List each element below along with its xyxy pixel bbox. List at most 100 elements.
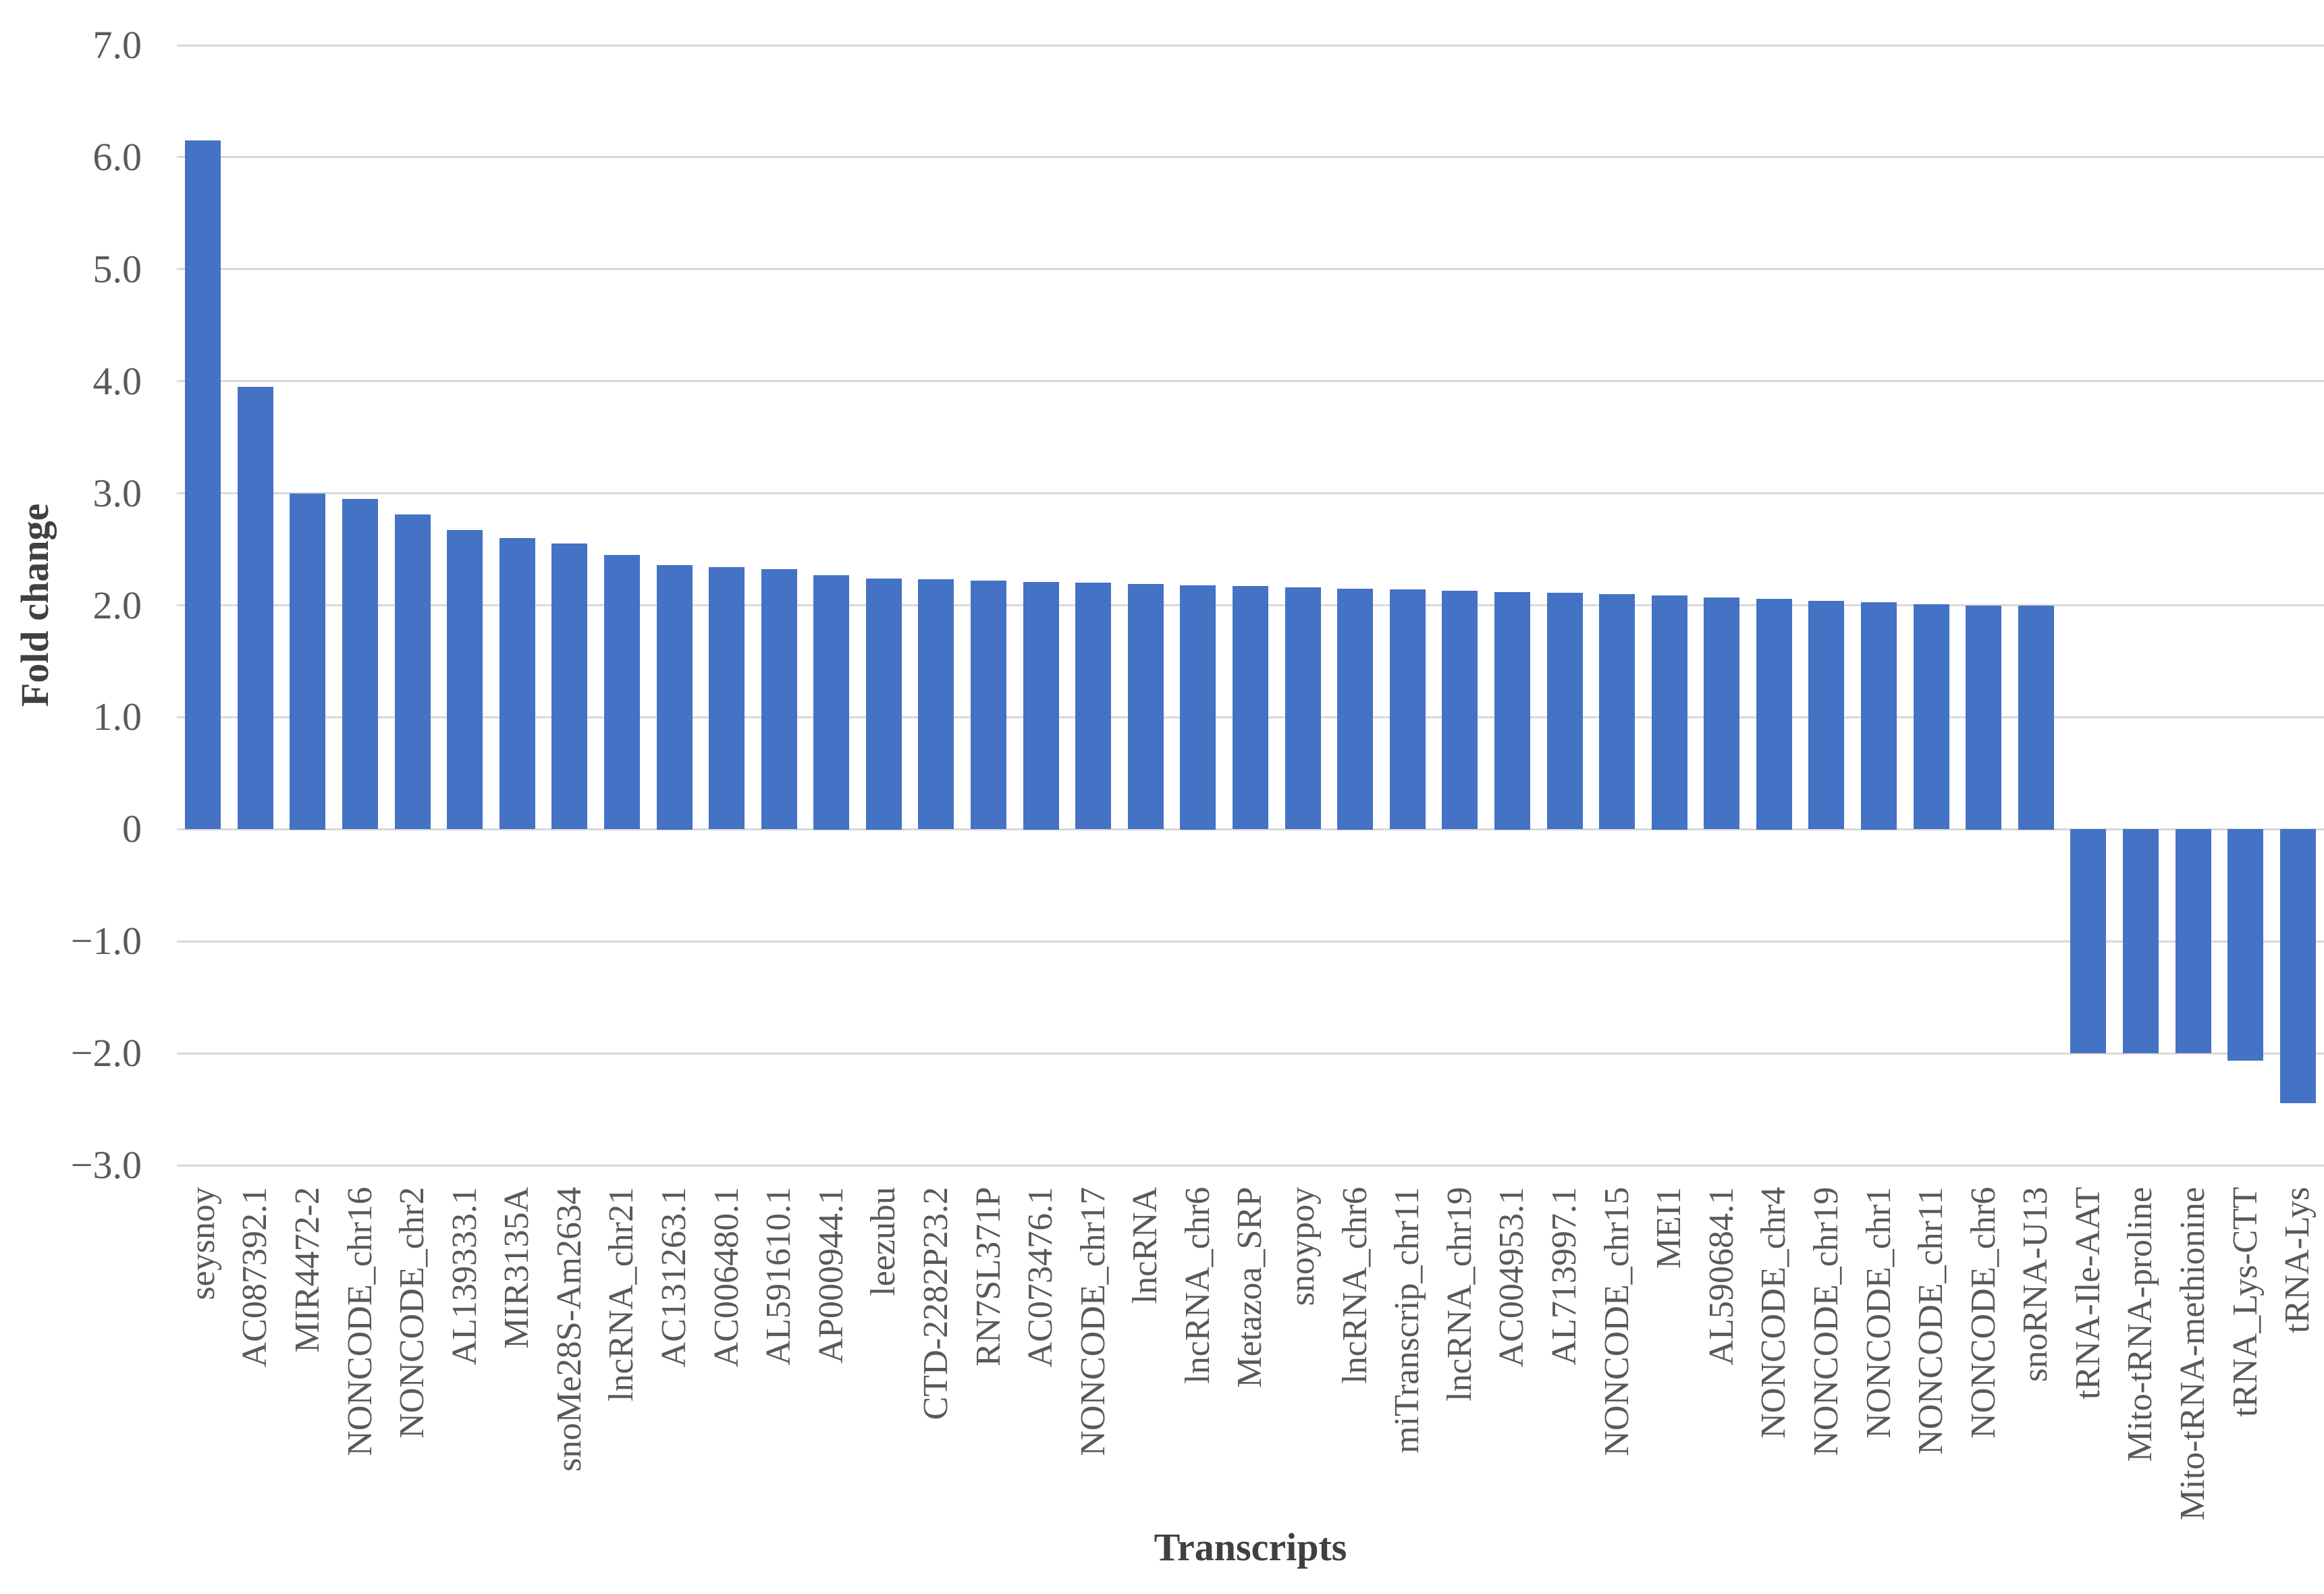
y-tick-label: 2.0 xyxy=(92,583,142,627)
x-category-label: NONCODE_chr17 xyxy=(1074,1187,1112,1456)
bar-lncRNA_chr6 xyxy=(1180,585,1216,830)
y-tick-label: 0 xyxy=(122,807,142,851)
x-category-label: MIR3135A xyxy=(497,1187,536,1349)
x-category-label: MIR4472-2 xyxy=(288,1187,327,1353)
bar-AC006480.1 xyxy=(709,567,745,829)
bar-Metazoa_SRP xyxy=(1233,586,1268,829)
x-category-label: NONCODE_chr15 xyxy=(1598,1187,1636,1456)
x-category-label: AC073476.1 xyxy=(1021,1187,1060,1368)
bar-NONCODE_chr19 xyxy=(1808,601,1844,829)
bar-snoypoy xyxy=(1285,587,1321,829)
y-tick-label: 3.0 xyxy=(92,471,142,515)
bar-NONCODE_chr17 xyxy=(1075,583,1111,829)
x-category-label: lncRNA xyxy=(1126,1187,1164,1304)
bar-snoRNA-U13 xyxy=(2018,606,2054,830)
gridline xyxy=(177,492,2324,494)
x-category-label: CTD-2282P23.2 xyxy=(917,1187,955,1420)
bar-snoMe28S-Am2634 xyxy=(551,543,587,829)
gridline xyxy=(177,156,2324,158)
bar-seysnoy xyxy=(185,140,221,829)
gridline xyxy=(177,268,2324,270)
bar-Mito-tRNA-methionine xyxy=(2176,829,2211,1053)
bar-NONCODE_chr2 xyxy=(395,514,431,829)
y-tick-label: 7.0 xyxy=(92,23,142,67)
y-tick-label: −1.0 xyxy=(70,919,142,963)
x-category-label: leezubu xyxy=(864,1187,902,1296)
bar-leezubu xyxy=(866,579,902,830)
x-category-label: AL590684.1 xyxy=(1702,1187,1741,1366)
bar-AL591610.1 xyxy=(761,569,797,829)
bar-lncRNA_chr21 xyxy=(604,555,640,829)
x-category-label: AL713997.1 xyxy=(1545,1187,1584,1366)
bar-MIR3135A xyxy=(499,538,535,829)
bar-NONCODE_chr1 xyxy=(1861,602,1897,830)
y-tick-label: 6.0 xyxy=(92,135,142,179)
bar-AC073476.1 xyxy=(1023,582,1059,830)
bar-AP000944.1 xyxy=(813,575,849,830)
bar-Mito-tRNA-proline xyxy=(2123,829,2159,1053)
bar-NONCODE_chr11 xyxy=(1914,604,1949,829)
bar-CTD-2282P23.2 xyxy=(918,579,954,829)
x-axis-title: Transcripts xyxy=(1154,1525,1347,1569)
x-category-label: tRNA_Lys-CTT xyxy=(2226,1187,2265,1417)
bar-NONCODE_chr4 xyxy=(1756,599,1792,830)
x-category-label: NONCODE_chr2 xyxy=(393,1187,431,1439)
y-axis-title: Fold change xyxy=(13,503,57,708)
bar-NONCODE_chr15 xyxy=(1599,594,1635,829)
bar-MEI1 xyxy=(1652,595,1687,830)
x-category-label: Mito-tRNA-methionine xyxy=(2173,1187,2212,1520)
bar-AL590684.1 xyxy=(1704,597,1739,829)
bar-MIR4472-2 xyxy=(290,494,325,830)
y-tick-label: 4.0 xyxy=(92,359,142,403)
bar-NONCODE_chr16 xyxy=(342,499,378,829)
x-category-label: snoypoy xyxy=(1283,1187,1322,1306)
x-category-label: NONCODE_chr4 xyxy=(1754,1187,1793,1439)
x-category-label: AC004953.1 xyxy=(1492,1187,1531,1368)
x-category-label: NONCODE_chr16 xyxy=(341,1187,379,1456)
x-category-label: AC087392.1 xyxy=(236,1187,274,1368)
bar-lncRNA_chr6 xyxy=(1337,589,1373,830)
bar-AC004953.1 xyxy=(1494,592,1530,830)
bar-RN7SL371P xyxy=(971,581,1006,829)
x-category-label: AL591610.1 xyxy=(759,1187,798,1366)
gridline xyxy=(177,828,2324,830)
x-category-label: tRNA-Ile-AAT xyxy=(2069,1187,2107,1400)
x-category-label: MEI1 xyxy=(1650,1187,1688,1269)
x-category-label: Mito-tRNA-proline xyxy=(2121,1187,2159,1462)
bar-AC131263.1 xyxy=(657,565,693,830)
y-tick-label: −2.0 xyxy=(70,1031,142,1075)
y-tick-label: 1.0 xyxy=(92,695,142,739)
gridline xyxy=(177,940,2324,942)
x-category-label: snoRNA-U13 xyxy=(2016,1187,2055,1382)
x-category-label: NONCODE_chr6 xyxy=(1964,1187,2003,1439)
y-tick-label: −3.0 xyxy=(70,1143,142,1187)
x-category-label: RN7SL371P xyxy=(969,1187,1008,1366)
bar-tRNA_Lys-CTT xyxy=(2227,829,2263,1061)
x-category-label: NONCODE_chr19 xyxy=(1807,1187,1845,1456)
x-category-label: NONCODE_chr1 xyxy=(1860,1187,1898,1439)
x-category-label: AC131263.1 xyxy=(655,1187,693,1368)
bar-lncRNA_chr19 xyxy=(1442,591,1478,829)
x-category-label: AC006480.1 xyxy=(707,1187,746,1368)
bar-NONCODE_chr6 xyxy=(1966,606,2001,830)
x-category-label: tRNA-Lys xyxy=(2278,1187,2317,1333)
x-category-label: NONCODE_chr11 xyxy=(1912,1187,1950,1455)
x-category-label: lncRNA_chr6 xyxy=(1336,1187,1374,1384)
bar-tRNA-Ile-AAT xyxy=(2070,829,2106,1053)
x-category-label: seysnoy xyxy=(184,1187,222,1300)
gridline xyxy=(177,1053,2324,1055)
x-category-label: snoMe28S-Am2634 xyxy=(550,1187,589,1472)
bar-miTranscrip_chr11 xyxy=(1390,589,1426,829)
x-category-label: lncRNA_chr19 xyxy=(1440,1187,1479,1402)
bar-tRNA-Lys xyxy=(2280,829,2316,1103)
x-category-label: AP000944.1 xyxy=(812,1187,850,1364)
gridline xyxy=(177,1165,2324,1167)
x-category-label: Metazoa_SRP xyxy=(1231,1187,1269,1388)
y-tick-label: 5.0 xyxy=(92,247,142,291)
gridline xyxy=(177,380,2324,382)
gridline xyxy=(177,45,2324,47)
bar-AL139333.1 xyxy=(447,530,483,829)
bar-lncRNA xyxy=(1128,584,1164,829)
x-category-label: AL139333.1 xyxy=(445,1187,484,1366)
